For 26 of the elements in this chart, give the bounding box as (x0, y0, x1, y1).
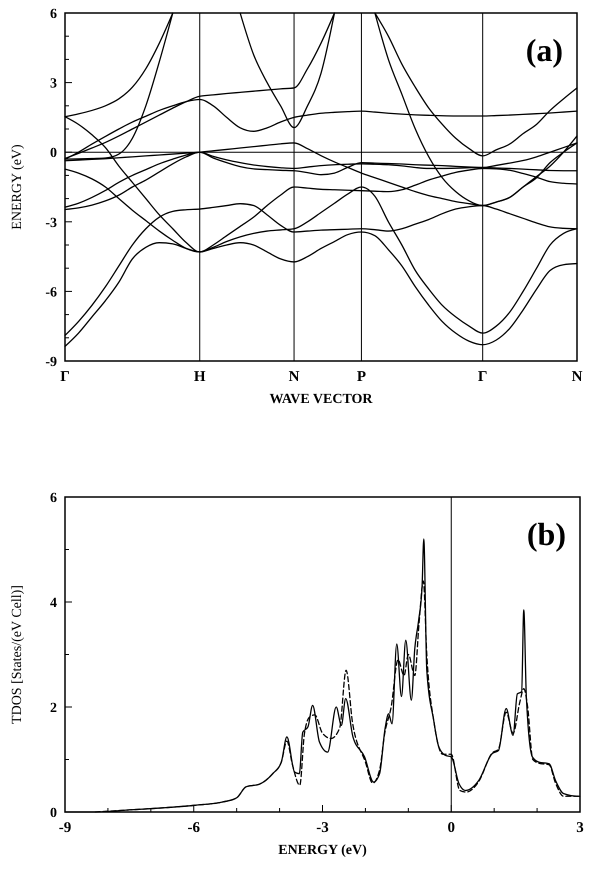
y-axis-title: ENERGY (eV) (10, 144, 25, 230)
x-axis-title: WAVE VECTOR (269, 392, 374, 407)
x-tick-label: -6 (188, 820, 200, 836)
x-tick-label: 0 (448, 820, 455, 836)
x-tick-label: H (194, 369, 206, 385)
annotation: (b) (526, 516, 566, 552)
y-tick-label: 4 (50, 596, 57, 611)
x-tick-label: Γ (478, 369, 488, 385)
x-tick-label: -3 (316, 820, 329, 836)
y-tick-label: 6 (50, 491, 57, 506)
x-tick-label: N (288, 369, 300, 385)
y-tick-label: 6 (50, 7, 57, 22)
y-tick-label: 0 (50, 806, 57, 821)
y-tick-label: -9 (45, 355, 57, 370)
x-tick-label: P (356, 369, 366, 385)
x-tick-label: 3 (576, 820, 584, 836)
y-tick-label: -3 (45, 216, 57, 231)
y-tick-label: 3 (50, 76, 57, 92)
x-tick-label: Γ (60, 369, 70, 385)
y-tick-label: 0 (50, 146, 57, 162)
annotation: (a) (526, 32, 563, 68)
x-tick-label: N (572, 369, 583, 385)
y-tick-label: 2 (50, 701, 57, 716)
y-axis-title: TDOS [States/(eV Cell)] (10, 585, 25, 724)
y-tick-label: -6 (45, 285, 57, 300)
x-axis-title: ENERGY (eV) (278, 843, 368, 858)
